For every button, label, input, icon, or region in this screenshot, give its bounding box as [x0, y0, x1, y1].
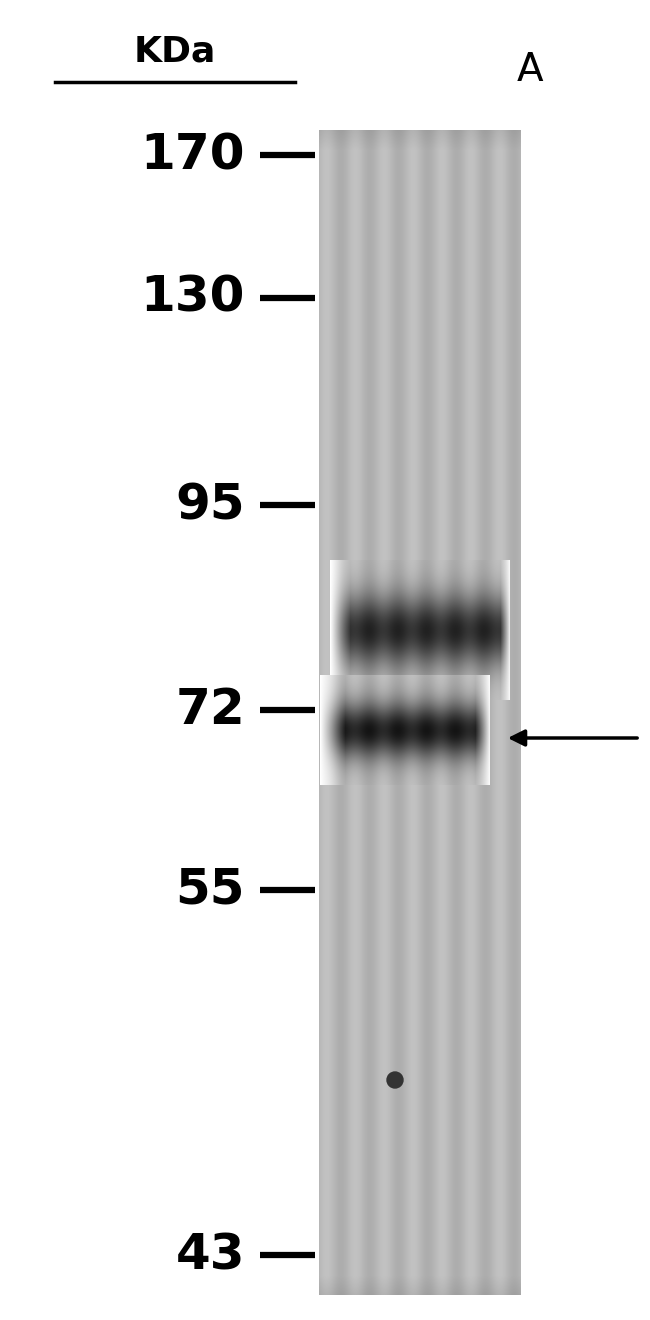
Text: 170: 170: [140, 131, 245, 180]
Text: 55: 55: [176, 866, 245, 913]
Text: 130: 130: [140, 275, 245, 322]
Text: 43: 43: [176, 1232, 245, 1279]
Text: A: A: [517, 51, 543, 88]
Circle shape: [387, 1072, 403, 1088]
Text: KDa: KDa: [134, 36, 216, 69]
Text: 95: 95: [176, 480, 245, 529]
Text: 72: 72: [176, 686, 245, 734]
